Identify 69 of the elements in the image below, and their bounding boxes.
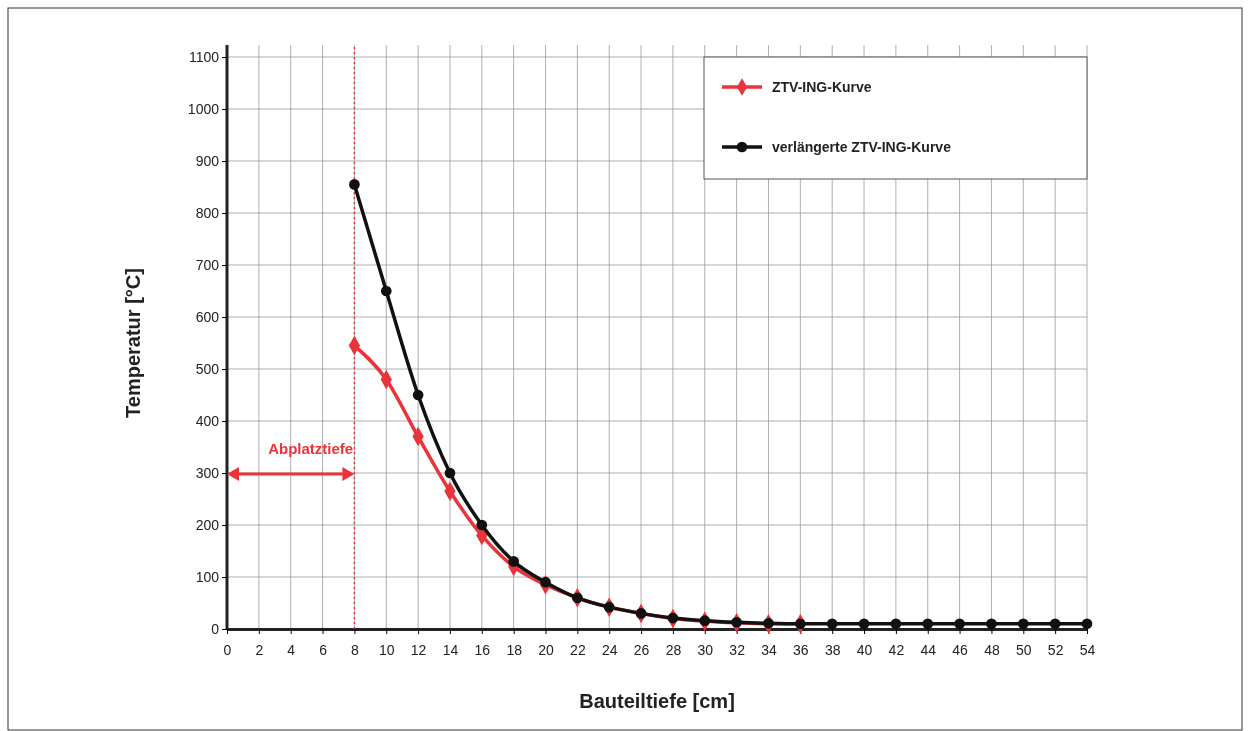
x-tick-label: 22 <box>570 642 586 659</box>
y-tick-label: 600 <box>195 308 220 325</box>
x-tick-label: 50 <box>1016 642 1032 659</box>
point <box>572 592 583 604</box>
point <box>412 389 424 401</box>
point <box>667 612 679 624</box>
x-tick-label: 18 <box>506 642 523 659</box>
x-tick-label: 16 <box>474 642 491 659</box>
x-tick-label: 10 <box>378 642 395 659</box>
point <box>1081 618 1093 630</box>
y-tick-label: 500 <box>195 360 220 377</box>
annotation: Abplatztiefe <box>268 440 354 457</box>
point <box>699 615 711 627</box>
x-tick-label: 20 <box>538 642 555 659</box>
x-tick-label: 52 <box>1047 642 1064 659</box>
point <box>1049 618 1061 630</box>
point <box>826 618 838 630</box>
x-tick-label: 46 <box>952 642 969 659</box>
x-tick-label: 44 <box>920 642 937 659</box>
y-tick-label: 700 <box>195 256 220 273</box>
point <box>1017 618 1029 630</box>
y-tick-label: 400 <box>195 412 220 429</box>
point <box>763 617 774 629</box>
point <box>858 618 870 630</box>
y-tick-label: 200 <box>195 516 220 533</box>
x-tick-label: 36 <box>793 642 809 659</box>
legend-label: ZTV-ING-Kurve <box>772 79 872 95</box>
point <box>540 576 551 588</box>
point <box>508 556 520 567</box>
point <box>349 179 360 190</box>
x-tick-label: 34 <box>761 642 777 659</box>
x-tick-label: 4 <box>287 642 296 659</box>
point <box>731 616 742 628</box>
x-tick-label: 30 <box>697 642 714 659</box>
y-tick-label: 0 <box>211 620 220 637</box>
x-tick-label: 26 <box>633 642 650 659</box>
point <box>476 519 488 531</box>
y-tick-label: 900 <box>195 152 220 169</box>
x-tick-label: 32 <box>729 642 746 659</box>
point <box>922 618 934 630</box>
x-tick-label: 24 <box>601 642 618 659</box>
y-tick-label: 100 <box>195 568 220 585</box>
x-tick-label: 14 <box>442 642 459 659</box>
point <box>890 618 902 630</box>
x-tick-label: 40 <box>856 642 873 659</box>
y-tick-label: 1000 <box>187 100 220 117</box>
x-tick-label: 54 <box>1079 642 1096 659</box>
x-tick-label: 0 <box>223 642 232 659</box>
x-axis-title: Bauteiltiefe [cm] <box>579 690 735 712</box>
x-tick-label: 12 <box>410 642 427 659</box>
point <box>954 618 965 630</box>
point <box>380 285 392 297</box>
x-tick-label: 28 <box>665 642 682 659</box>
y-axis-title: Temperatur [°C] <box>122 268 144 418</box>
point <box>444 467 456 479</box>
x-tick-label: 42 <box>888 642 905 659</box>
y-tick-label: 800 <box>195 204 220 221</box>
y-tick-label: 1100 <box>188 48 220 65</box>
x-tick-label: 6 <box>319 642 328 659</box>
x-tick-label: 2 <box>255 642 264 659</box>
legend-label: verlängerte ZTV-ING-Kurve <box>772 139 952 155</box>
point <box>603 601 615 613</box>
x-tick-label: 8 <box>351 642 360 659</box>
y-tick-label: 300 <box>195 464 220 481</box>
point <box>794 618 806 630</box>
point <box>635 608 647 619</box>
x-tick-label: 38 <box>824 642 841 659</box>
point <box>986 618 997 630</box>
x-tick-label: 48 <box>984 642 1000 659</box>
